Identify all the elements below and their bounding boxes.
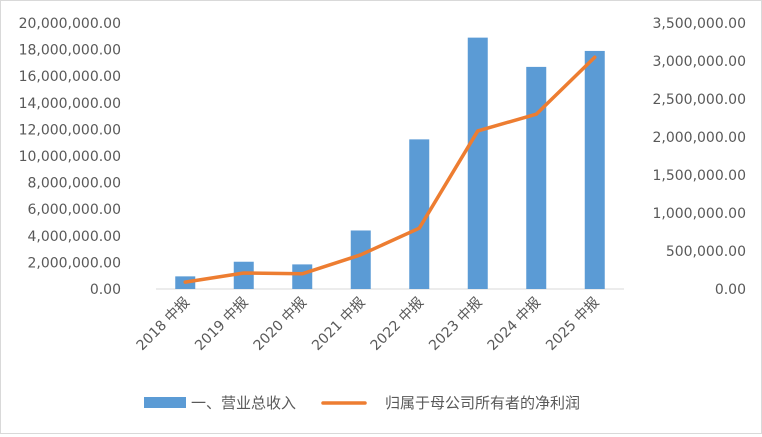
legend-bar-label: 一、营业总收入 — [191, 394, 296, 412]
line-point — [242, 271, 246, 275]
left-axis-tick-label: 14,000,000.00 — [19, 96, 121, 112]
x-axis-tick-label: 2025 中报 — [543, 295, 602, 354]
bar — [526, 66, 547, 289]
line-point — [476, 129, 480, 133]
right-axis-tick-label: 500,000.00 — [666, 244, 746, 260]
legend-line-label: 归属于母公司所有者的净利润 — [385, 394, 580, 412]
line-point — [593, 55, 597, 59]
line-point — [300, 272, 304, 276]
right-axis-tick-label: 3,500,000.00 — [652, 16, 746, 32]
legend-bar-swatch — [144, 397, 186, 408]
left-axis-tick-label: 10,000,000.00 — [19, 149, 121, 165]
x-axis-tick-label: 2019 中报 — [192, 295, 251, 354]
right-axis-tick-label: 1,000,000.00 — [652, 206, 746, 222]
left-axis-tick-label: 2,000,000.00 — [27, 255, 121, 271]
line-point — [417, 226, 421, 230]
x-axis-tick-label: 2020 中报 — [251, 295, 310, 354]
x-axis-tick-label: 2022 中报 — [368, 295, 427, 354]
line-path — [183, 55, 597, 284]
right-axis-ticks: 0.00 500,000.00 1,000,000.00 1,500,000.00 2,… — [652, 16, 746, 298]
left-axis-tick-label: 8,000,000.00 — [27, 176, 121, 192]
line-point — [534, 112, 538, 116]
left-axis-tick-label: 16,000,000.00 — [19, 69, 121, 85]
left-axis-tick-label: 12,000,000.00 — [19, 122, 121, 138]
line-point — [183, 280, 187, 284]
left-axis-ticks: 0.00 2,000,000.00 4,000,000.00 6,000,000.00… — [19, 16, 121, 298]
legend: 一、营业总收入 归属于母公司所有者的净利润 — [144, 394, 580, 412]
right-axis-tick-label: 2,500,000.00 — [652, 92, 746, 108]
bar — [409, 139, 430, 289]
x-axis-tick-label: 2023 中报 — [426, 295, 485, 354]
bar — [467, 37, 488, 289]
left-axis-tick-label: 6,000,000.00 — [27, 202, 121, 218]
left-axis-tick-label: 18,000,000.00 — [19, 43, 121, 59]
left-axis-tick-label: 0.00 — [90, 282, 121, 298]
line-series — [183, 55, 597, 284]
left-axis-tick-label: 20,000,000.00 — [19, 16, 121, 32]
bar — [350, 230, 371, 289]
right-axis-tick-label: 0.00 — [715, 282, 746, 298]
right-axis-tick-label: 1,500,000.00 — [652, 168, 746, 184]
x-axis-tick-label: 2024 中报 — [485, 295, 544, 354]
x-axis-tick-label: 2018 中报 — [134, 295, 193, 354]
line-point — [359, 253, 363, 257]
x-axis-ticks: 2018 中报 2019 中报 2020 中报 2021 中报 2022 中报 2023 … — [134, 295, 603, 354]
right-axis-tick-label: 3,000,000.00 — [652, 54, 746, 70]
left-axis-tick-label: 4,000,000.00 — [27, 229, 121, 245]
x-axis-tick-label: 2021 中报 — [309, 295, 368, 354]
bar — [233, 261, 254, 289]
bar-series — [175, 37, 605, 290]
bar — [292, 264, 313, 289]
right-axis-tick-label: 2,000,000.00 — [652, 130, 746, 146]
bar — [584, 50, 605, 290]
